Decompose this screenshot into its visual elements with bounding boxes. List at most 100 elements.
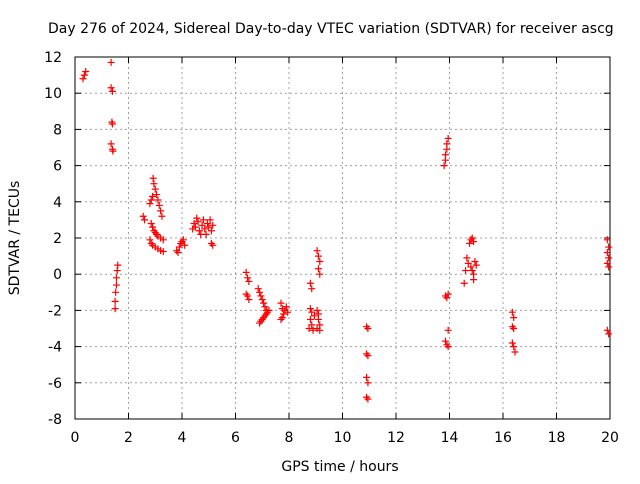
y-axis-label: SDTVAR / TECUs <box>7 181 23 296</box>
x-tick-label: 2 <box>124 430 133 446</box>
data-point <box>277 299 285 307</box>
data-point <box>603 259 611 267</box>
data-point <box>306 315 314 323</box>
data-point <box>363 350 371 358</box>
data-point <box>203 220 211 228</box>
data-point <box>306 305 314 313</box>
data-point <box>195 227 203 235</box>
data-point <box>153 191 161 199</box>
data-point <box>254 285 262 293</box>
data-point <box>258 296 266 304</box>
data-point <box>280 310 288 318</box>
y-tick-label: -4 <box>48 340 62 356</box>
data-point <box>174 248 182 256</box>
data-point <box>313 247 321 255</box>
data-point <box>112 281 120 289</box>
data-point <box>257 292 265 300</box>
data-point <box>154 196 162 204</box>
data-point <box>207 227 215 235</box>
data-point <box>205 223 213 231</box>
y-tick-label: 6 <box>53 159 62 175</box>
data-point <box>159 248 167 256</box>
y-tick-label: 12 <box>44 50 62 66</box>
data-point <box>310 312 318 320</box>
data-point <box>605 243 613 251</box>
data-point <box>460 279 468 287</box>
y-tick-label: 4 <box>53 195 62 211</box>
data-point <box>107 58 115 66</box>
data-point <box>209 241 217 249</box>
x-tick-label: 18 <box>548 430 566 446</box>
data-point <box>201 225 209 233</box>
data-point <box>316 326 324 334</box>
data-point <box>605 263 613 271</box>
data-point <box>190 220 198 228</box>
data-point <box>245 296 253 304</box>
x-tick-label: 8 <box>285 430 294 446</box>
x-tick-label: 10 <box>334 430 352 446</box>
data-point <box>159 236 167 244</box>
data-point <box>443 294 451 302</box>
data-point <box>194 218 202 226</box>
data-point <box>175 243 183 251</box>
data-point <box>108 120 116 128</box>
data-point <box>112 274 120 282</box>
data-point <box>147 220 155 228</box>
data-point <box>202 230 210 238</box>
data-point <box>314 265 322 273</box>
grid-layer <box>75 57 610 419</box>
data-point <box>441 151 449 159</box>
data-point <box>282 303 290 311</box>
data-point <box>508 308 516 316</box>
y-tick-label: -6 <box>48 376 62 392</box>
data-point <box>444 326 452 334</box>
y-tick-label: 2 <box>53 231 62 247</box>
data-point <box>305 325 313 332</box>
data-point <box>109 147 117 155</box>
data-points <box>79 58 613 403</box>
data-point <box>314 310 322 318</box>
data-point <box>316 258 324 266</box>
data-point <box>107 140 115 148</box>
data-point <box>510 314 518 322</box>
data-point <box>466 239 474 247</box>
x-tick-label: 0 <box>71 430 80 446</box>
data-point <box>265 306 273 314</box>
data-point <box>470 276 478 284</box>
data-point <box>244 292 252 300</box>
data-point <box>155 201 163 209</box>
data-point <box>603 326 611 334</box>
data-point <box>179 236 187 244</box>
data-point <box>605 330 613 338</box>
y-tick-label: 0 <box>53 267 62 283</box>
data-point <box>444 134 452 142</box>
data-point <box>444 343 452 351</box>
data-point <box>467 263 475 271</box>
data-point <box>363 373 371 381</box>
data-point <box>193 214 201 222</box>
data-point <box>139 212 147 220</box>
data-point <box>468 234 476 242</box>
data-point <box>462 267 470 275</box>
data-point <box>511 348 519 356</box>
data-point <box>463 254 471 262</box>
data-point <box>309 326 317 334</box>
data-point <box>112 288 120 296</box>
data-point <box>244 274 252 282</box>
y-tick-label: 8 <box>53 122 62 138</box>
data-point <box>316 270 324 278</box>
data-point <box>363 323 371 331</box>
chart-title: Day 276 of 2024, Sidereal Day-to-day VTE… <box>48 21 614 37</box>
data-point <box>468 267 476 275</box>
data-point <box>470 238 478 246</box>
data-point <box>441 337 449 345</box>
data-point <box>198 221 206 229</box>
y-tick-label: -2 <box>48 303 62 319</box>
y-tick-label: -8 <box>48 412 62 428</box>
data-point <box>111 305 119 313</box>
data-point <box>472 261 480 269</box>
data-point <box>261 303 269 311</box>
data-point <box>510 325 518 332</box>
